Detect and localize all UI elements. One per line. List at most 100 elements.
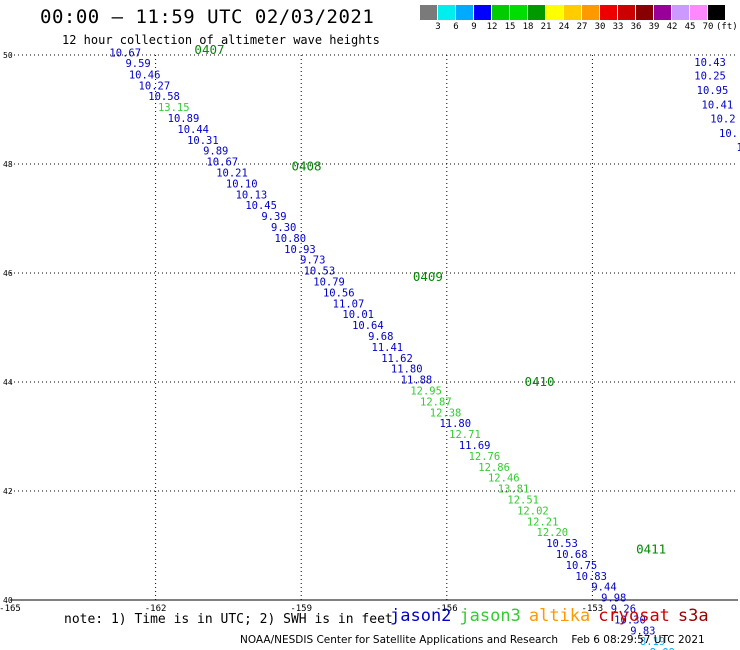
chart-subtitle: 12 hour collection of altimeter wave hei… [62, 33, 380, 47]
wave-height-point: 11.69 [459, 440, 491, 452]
x-tick-label: -162 [145, 604, 167, 614]
time-label: 0409 [413, 269, 443, 284]
colorbar-swatch [690, 5, 707, 20]
wave-height-point: 10.80 [274, 233, 306, 245]
colorbar-swatch [618, 5, 635, 20]
wave-height-point: 11.88 [401, 375, 433, 387]
wave-height-point: 10.53 [304, 266, 336, 278]
colorbar-label: 36 [630, 22, 642, 32]
legend-jason2: jason2 [390, 606, 452, 626]
wave-height-point: 10.95 [697, 85, 729, 97]
wave-height-point: 12.38 [430, 407, 462, 419]
colorbar-label: 18 [522, 22, 534, 32]
time-label: 0408 [291, 159, 321, 174]
wave-height-point: 10.75 [566, 560, 598, 572]
wave-height-point: 11.80 [391, 364, 423, 376]
wave-height-point: 10.56 [323, 287, 355, 299]
time-label: 0407 [194, 42, 224, 57]
colorbar-label: 42 [666, 22, 678, 32]
colorbar-swatch [672, 5, 689, 20]
colorbar-label: 39 [648, 22, 660, 32]
colorbar-swatch [474, 5, 491, 20]
chart-title: 00:00 – 11:59 UTC 02/03/2021 [40, 6, 375, 28]
colorbar-label: 3 [435, 22, 441, 32]
wave-height-point: 10.25 [694, 71, 726, 83]
colorbar-label: 33 [612, 22, 624, 32]
wave-height-point: 12.20 [537, 527, 569, 539]
wave-height-point: 10.79 [313, 277, 345, 289]
colorbar-swatch [564, 5, 581, 20]
x-tick-label: -156 [436, 604, 458, 614]
units-note: note: 1) Time is in UTC; 2) SWH is in fe… [64, 612, 393, 627]
wave-height-point: 12.76 [469, 451, 501, 463]
y-tick-label: 46 [3, 269, 13, 278]
wave-height-point: 10.27 [139, 80, 171, 92]
colorbar-label: 6 [453, 22, 459, 32]
satellite-legend: jason2 jason3 altika cryosat s3a [390, 606, 717, 626]
wave-height-point: 10.44 [177, 124, 209, 136]
colorbar-swatch [528, 5, 545, 20]
wave-height-point: 9.26 [611, 604, 636, 616]
legend-jason3: jason3 [459, 606, 521, 626]
wave-height-point: 10.89 [168, 113, 200, 125]
wave-height-point: 10.2 [710, 114, 735, 126]
wave-height-point: 10.13 [236, 189, 268, 201]
wave-height-point: 9.59 [125, 58, 150, 70]
y-tick-label: 50 [3, 51, 13, 60]
colorbar-swatch [708, 5, 725, 20]
wave-height-point: 12.51 [507, 495, 539, 507]
wave-height-point: 10.67 [109, 48, 141, 60]
time-label: 0410 [524, 374, 554, 389]
colorbar-label: 24 [558, 22, 570, 32]
colorbar-swatch [420, 5, 437, 20]
colorbar-swatch [546, 5, 563, 20]
wave-height-point: 13.81 [498, 484, 530, 496]
wave-height-point: 8.19 [640, 636, 665, 648]
colorbar-label: 30 [594, 22, 606, 32]
wave-height-point: 10.45 [245, 200, 277, 212]
wave-height-point: 10.10 [226, 178, 258, 190]
credit-line: NOAA/NESDIS Center for Satellite Applica… [240, 634, 705, 646]
y-tick-label: 40 [3, 596, 13, 605]
y-tick-label: 48 [3, 160, 13, 169]
wave-height-point: 10.31 [187, 135, 219, 147]
wave-height-point: 13.15 [158, 102, 190, 114]
colorbar-swatch [636, 5, 653, 20]
x-tick-label: -165 [0, 604, 21, 614]
wave-height-point: 9.39 [261, 211, 286, 223]
wave-height-point: 10.67 [206, 157, 238, 169]
wave-height-point: 9.83 [630, 625, 655, 637]
wave-height-point: 12.87 [420, 396, 452, 408]
colorbar-swatch [600, 5, 617, 20]
colorbar-label: 45 [684, 22, 696, 32]
wave-height-point: 11.41 [372, 342, 404, 354]
x-tick-label: -159 [290, 604, 312, 614]
legend-altika: altika [528, 606, 591, 626]
wave-height-point: 10.43 [694, 57, 726, 69]
colorbar-swatch [492, 5, 509, 20]
wave-height-point: 11.07 [333, 298, 365, 310]
wave-height-point: 12.71 [449, 429, 481, 441]
colorbar-swatch [438, 5, 455, 20]
colorbar-label: 70 [702, 22, 714, 32]
wave-height-point: 12.02 [517, 505, 549, 517]
colorbar-swatch [654, 5, 671, 20]
wave-height-point: 10.46 [129, 69, 161, 81]
wave-height-point: 10.30 [614, 614, 646, 626]
colorbar-label: 21 [540, 22, 552, 32]
credit-timestamp: Feb 6 08:29:57 UTC 2021 [571, 634, 705, 646]
wave-height-point: 10.41 [702, 99, 734, 111]
colorbar-swatch [582, 5, 599, 20]
y-tick-label: 42 [3, 487, 13, 496]
wave-height-point: 9.89 [203, 146, 228, 158]
wave-height-point: 10.21 [216, 168, 248, 180]
wave-height-point: 8.09 [650, 647, 675, 650]
x-tick-label: -153 [582, 604, 604, 614]
wave-height-point: 12.95 [410, 386, 442, 398]
wave-height-point: 10.68 [556, 549, 588, 561]
wave-height-point: 12.46 [488, 473, 520, 485]
wave-height-point: 10. [719, 128, 738, 140]
wave-height-point: 12.21 [527, 516, 559, 528]
wave-height-point: 9.98 [601, 593, 626, 605]
